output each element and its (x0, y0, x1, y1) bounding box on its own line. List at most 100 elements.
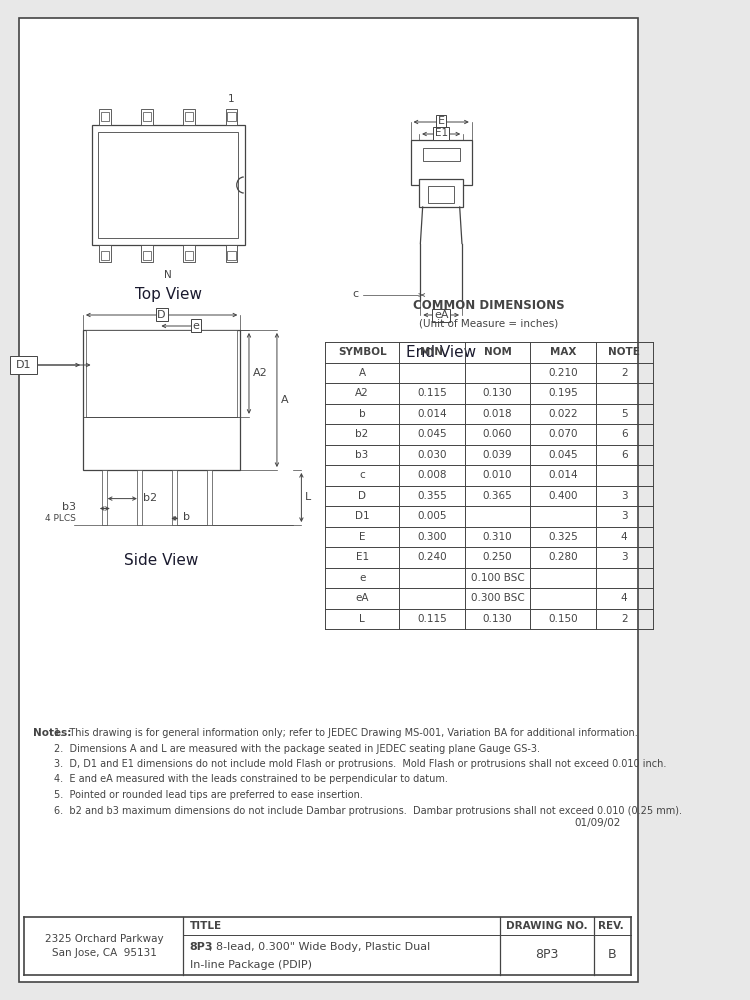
Text: 8P3: 8P3 (536, 948, 559, 962)
Text: 1: 1 (228, 94, 235, 104)
Text: 4 PLCS: 4 PLCS (45, 514, 76, 523)
Text: N: N (164, 269, 172, 279)
Text: 6.  b2 and b3 maximum dimensions do not include Dambar protrusions.  Dambar prot: 6. b2 and b3 maximum dimensions do not i… (54, 806, 683, 816)
Text: 0.005: 0.005 (417, 511, 447, 521)
Bar (428, 186, 454, 203)
Bar (141, 109, 153, 125)
Text: 0.150: 0.150 (548, 614, 578, 624)
Text: 0.280: 0.280 (548, 552, 578, 562)
Text: 0.115: 0.115 (417, 614, 447, 624)
Text: A2: A2 (356, 388, 369, 398)
Text: COMMON DIMENSIONS: COMMON DIMENSIONS (413, 299, 565, 312)
Text: 0.400: 0.400 (548, 491, 578, 501)
Text: D: D (358, 491, 366, 501)
Bar (100, 111, 109, 121)
Text: D1: D1 (16, 360, 32, 370)
Text: 0.014: 0.014 (417, 409, 447, 419)
Text: E1: E1 (434, 128, 448, 138)
Text: 0.014: 0.014 (548, 470, 578, 480)
Bar (184, 109, 195, 125)
Text: 0.250: 0.250 (483, 552, 512, 562)
Bar (185, 250, 194, 260)
Text: b: b (182, 512, 190, 522)
Text: b3: b3 (356, 450, 369, 460)
Text: E: E (358, 532, 365, 542)
Bar (207, 470, 212, 525)
Text: b3: b3 (62, 502, 76, 512)
Text: 0.130: 0.130 (483, 614, 512, 624)
Bar (99, 109, 111, 125)
Text: 0.130: 0.130 (483, 388, 512, 398)
FancyBboxPatch shape (10, 356, 37, 374)
Text: Side View: Side View (124, 553, 199, 568)
Text: 0.070: 0.070 (548, 429, 578, 439)
Bar (423, 148, 460, 161)
Text: End View: End View (406, 345, 476, 360)
Text: 0.008: 0.008 (417, 470, 447, 480)
Text: L: L (305, 492, 311, 502)
Bar (143, 111, 152, 121)
Text: eA: eA (356, 593, 369, 603)
Text: 2: 2 (621, 368, 628, 378)
Text: 1.  This drawing is for general information only; refer to JEDEC Drawing MS-001,: 1. This drawing is for general informati… (54, 728, 638, 738)
Text: 0.100 BSC: 0.100 BSC (471, 573, 524, 583)
Bar (99, 245, 111, 261)
Text: c: c (359, 470, 365, 480)
Bar (92, 125, 244, 245)
Text: 3: 3 (621, 491, 628, 501)
Bar (410, 140, 472, 185)
Text: eA: eA (434, 310, 448, 320)
Text: 5: 5 (621, 409, 628, 419)
Text: b2: b2 (143, 493, 158, 503)
Bar (184, 245, 195, 261)
Bar (226, 109, 238, 125)
Text: 0.355: 0.355 (417, 491, 447, 501)
Text: 3: 3 (621, 511, 628, 521)
Text: 0.310: 0.310 (483, 532, 512, 542)
Text: 0.240: 0.240 (417, 552, 447, 562)
Bar (172, 470, 177, 525)
Bar (227, 111, 236, 121)
Text: 0.018: 0.018 (483, 409, 512, 419)
Text: A: A (358, 368, 366, 378)
Text: Top View: Top View (135, 286, 202, 302)
Text: E: E (438, 116, 445, 126)
Text: 0.325: 0.325 (548, 532, 578, 542)
Bar (141, 245, 153, 261)
Text: NOTE: NOTE (608, 347, 640, 357)
Text: 3: 3 (621, 552, 628, 562)
Text: b2: b2 (356, 429, 369, 439)
Text: 5.  Pointed or rounded lead tips are preferred to ease insertion.: 5. Pointed or rounded lead tips are pref… (54, 790, 363, 800)
Text: e: e (359, 573, 365, 583)
Text: 0.022: 0.022 (548, 409, 578, 419)
Text: 2: 2 (621, 614, 628, 624)
Text: E1: E1 (356, 552, 369, 562)
Text: MAX: MAX (550, 347, 576, 357)
Text: 2.  Dimensions A and L are measured with the package seated in JEDEC seating pla: 2. Dimensions A and L are measured with … (54, 743, 540, 754)
Text: 0.010: 0.010 (483, 470, 512, 480)
Text: , 8-lead, 0.300" Wide Body, Plastic Dual: , 8-lead, 0.300" Wide Body, Plastic Dual (209, 942, 430, 952)
Bar (86, 330, 237, 417)
Bar (83, 330, 240, 470)
Text: B: B (608, 948, 616, 962)
Text: 0.115: 0.115 (417, 388, 447, 398)
Text: 8P3: 8P3 (190, 942, 213, 952)
Text: e: e (193, 321, 200, 331)
Text: L: L (359, 614, 365, 624)
Text: 0.300: 0.300 (417, 532, 447, 542)
Bar (137, 470, 142, 525)
Bar (98, 132, 238, 238)
Bar (100, 250, 109, 260)
Text: 01/09/02: 01/09/02 (574, 818, 620, 828)
Text: 0.060: 0.060 (483, 429, 512, 439)
Text: SYMBOL: SYMBOL (338, 347, 386, 357)
Text: (Unit of Measure = inches): (Unit of Measure = inches) (419, 319, 559, 329)
Text: REV.: REV. (598, 921, 624, 931)
Text: D: D (158, 310, 166, 320)
Text: 6: 6 (621, 450, 628, 460)
Text: 2325 Orchard Parkway
San Jose, CA  95131: 2325 Orchard Parkway San Jose, CA 95131 (45, 934, 164, 958)
Text: D1: D1 (355, 511, 370, 521)
Text: 0.045: 0.045 (548, 450, 578, 460)
Text: A: A (280, 395, 288, 405)
Text: b: b (358, 409, 365, 419)
